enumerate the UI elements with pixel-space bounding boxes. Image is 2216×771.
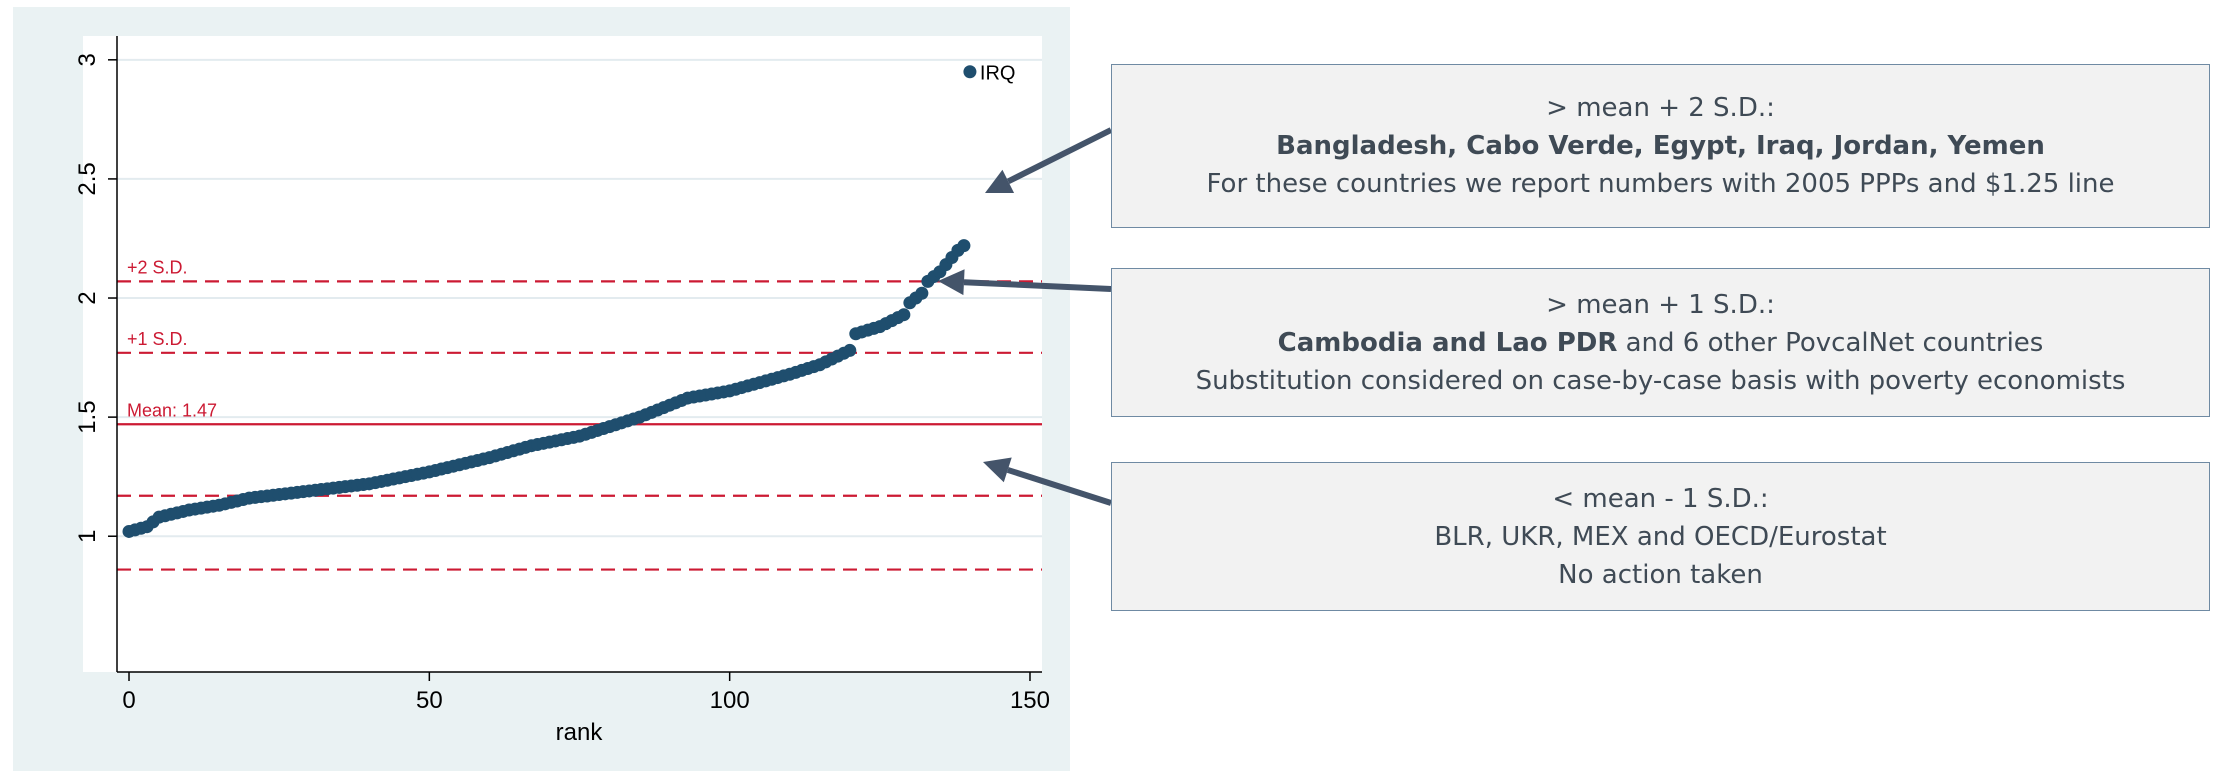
x-tick-label: 100 xyxy=(710,687,750,714)
callout-arrow xyxy=(985,127,1113,193)
callout-above-1sd: > mean + 1 S.D.: Cambodia and Lao PDR an… xyxy=(1111,268,2210,417)
plot-area xyxy=(83,36,1042,672)
callout-country-rest: and 6 other PovcalNet countries xyxy=(1617,327,2044,358)
reference-lines: +2 S.D. +1 S.D. Mean: 1.47 xyxy=(117,257,1042,571)
callout-arrow xyxy=(938,269,1112,296)
y-tick-label: 1.5 xyxy=(74,400,101,433)
callout-country-list: Cambodia and Lao PDR xyxy=(1277,327,1618,358)
reference-line-label: Mean: 1.47 xyxy=(127,400,217,420)
callout-country-list: Bangladesh, Cabo Verde, Egypt, Iraq, Jor… xyxy=(1276,131,2045,161)
y-tick-label: 1 xyxy=(74,530,101,543)
y-tick-label: 3 xyxy=(74,53,101,66)
callout-action: No action taken xyxy=(1558,559,1763,590)
y-tick-label: 2 xyxy=(74,291,101,304)
x-axis-label: rank xyxy=(556,719,604,746)
data-point xyxy=(897,308,911,322)
arrow-head xyxy=(983,457,1012,483)
callout-below-1sd: < mean - 1 S.D.: BLR, UKR, MEX and OECD/… xyxy=(1111,462,2210,611)
callout-heading: < mean - 1 S.D.: xyxy=(1552,483,1769,514)
data-points: IRQ xyxy=(122,63,1016,538)
callout-above-2sd: > mean + 2 S.D.: Bangladesh, Cabo Verde,… xyxy=(1111,64,2210,228)
callout-heading: > mean + 1 S.D.: xyxy=(1546,289,1775,320)
callout-arrow xyxy=(983,457,1112,506)
reference-line-label: +2 S.D. xyxy=(127,257,188,277)
arrow-head xyxy=(985,169,1015,193)
callout-detail: BLR, UKR, MEX and OECD/Eurostat xyxy=(1112,518,2209,556)
arrow-shaft xyxy=(963,279,1112,292)
callout-heading: > mean + 2 S.D.: xyxy=(1546,93,1775,123)
arrow-shaft xyxy=(1006,467,1112,506)
grid-lines xyxy=(117,58,1042,538)
callout-detail: Bangladesh, Cabo Verde, Egypt, Iraq, Jor… xyxy=(1112,127,2209,165)
callout-action: For these countries we report numbers wi… xyxy=(1206,169,2115,199)
arrow-shaft xyxy=(1006,127,1113,185)
outlier-label: IRQ xyxy=(980,63,1016,85)
callout-action: Substitution considered on case-by-case … xyxy=(1195,365,2126,396)
x-tick-label: 0 xyxy=(122,687,135,714)
data-point xyxy=(843,343,857,357)
y-tick-label: 2.5 xyxy=(74,162,101,195)
arrow-head xyxy=(938,269,965,296)
outlier-point xyxy=(963,65,977,79)
reference-line-label: +1 S.D. xyxy=(127,329,188,349)
axes: 1 1.5 2 2.5 3 0 50 100 150 xyxy=(74,36,1050,714)
arrows xyxy=(938,127,1113,506)
callout-country-rest: BLR, UKR, MEX and OECD/Eurostat xyxy=(1434,521,1887,552)
data-point xyxy=(957,239,971,253)
x-tick-label: 150 xyxy=(1010,687,1050,714)
x-tick-label: 50 xyxy=(416,687,443,714)
callout-detail: Cambodia and Lao PDR and 6 other PovcalN… xyxy=(1112,324,2209,362)
data-point xyxy=(915,286,929,300)
